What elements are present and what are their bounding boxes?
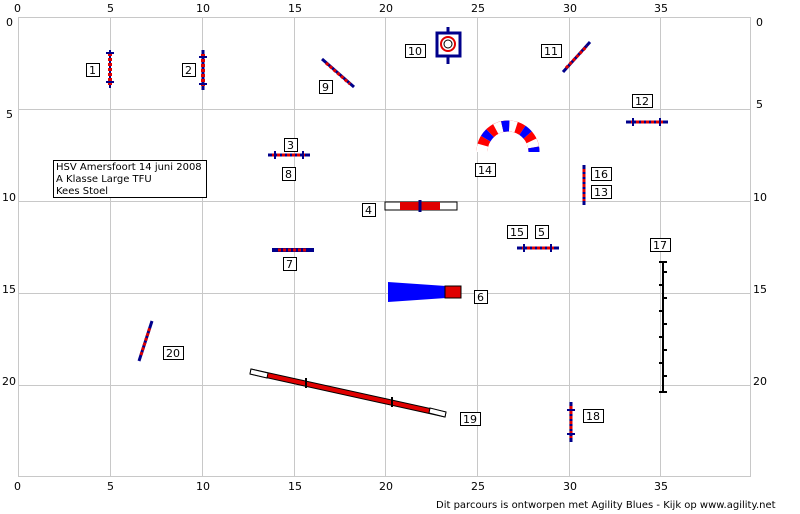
x-tick-bottom-10: 10 — [196, 480, 210, 493]
hurdle-11 — [561, 40, 592, 74]
label-6: 6 — [474, 290, 488, 304]
y-tick-right-10: 10 — [753, 191, 767, 204]
svg-text:17: 17 — [653, 239, 667, 252]
svg-text:18: 18 — [586, 410, 600, 423]
svg-text:15: 15 — [510, 226, 524, 239]
hurdle-12 — [626, 118, 668, 126]
x-tick-bottom-30: 30 — [563, 480, 577, 493]
x-tick-bottom-25: 25 — [471, 480, 485, 493]
x-tick-bottom-35: 35 — [654, 480, 668, 493]
judge-name: Kees Stoel — [56, 186, 109, 197]
y-tick-right-20: 20 — [753, 375, 767, 388]
svg-text:9: 9 — [322, 81, 329, 94]
svg-text:14: 14 — [478, 164, 492, 177]
y-tick-20: 20 — [2, 375, 16, 388]
top-axis-labels: 0 5 10 15 20 25 30 35 — [14, 2, 668, 15]
class-name: A Klasse Large TFU — [56, 174, 152, 185]
label-18: 18 — [583, 409, 604, 423]
hurdle-5-15 — [517, 244, 559, 252]
label-9: 9 — [319, 80, 333, 94]
label-10: 10 — [405, 44, 426, 58]
tire-10 — [435, 27, 462, 64]
x-tick-30: 30 — [563, 2, 577, 15]
label-8: 8 — [282, 167, 296, 181]
label-3: 3 — [284, 138, 298, 152]
label-14: 14 — [475, 163, 496, 177]
course-info-box: HSV Amersfoort 14 juni 2008 A Klasse Lar… — [53, 160, 207, 198]
x-tick-bottom-20: 20 — [379, 480, 393, 493]
label-5: 5 — [535, 225, 549, 239]
label-17: 17 — [650, 238, 671, 252]
obstacle-number-labels: 1 2 3 4 5 6 7 8 9 10 11 12 13 14 15 16 1… — [86, 44, 671, 426]
hurdle-3-8 — [268, 151, 310, 159]
y-tick-15: 15 — [2, 283, 16, 296]
footer-credit: Dit parcours is ontworpen met Agility Bl… — [436, 500, 776, 511]
label-4: 4 — [362, 203, 376, 217]
label-13: 13 — [591, 185, 612, 199]
x-tick-bottom-5: 5 — [107, 480, 114, 493]
y-tick-right-5: 5 — [756, 98, 763, 111]
svg-text:5: 5 — [538, 226, 545, 239]
label-2: 2 — [182, 63, 196, 77]
x-tick-bottom-0: 0 — [14, 480, 21, 493]
svg-text:12: 12 — [635, 95, 649, 108]
svg-text:7: 7 — [286, 258, 293, 271]
x-tick-bottom-15: 15 — [288, 480, 302, 493]
y-tick-right-0: 0 — [756, 16, 763, 29]
left-axis-labels: 0 5 10 15 20 — [2, 16, 16, 388]
label-1: 1 — [86, 63, 100, 77]
svg-text:4: 4 — [365, 204, 372, 217]
svg-text:20: 20 — [166, 347, 180, 360]
x-tick-10: 10 — [196, 2, 210, 15]
svg-text:6: 6 — [477, 291, 484, 304]
hurdle-18 — [567, 402, 575, 442]
arena-grid — [18, 17, 751, 477]
label-16: 16 — [591, 167, 612, 181]
x-tick-0: 0 — [14, 2, 21, 15]
hurdle-20 — [137, 320, 154, 362]
x-tick-25: 25 — [471, 2, 485, 15]
label-11: 11 — [541, 44, 562, 58]
bottom-axis-labels: 0 5 10 15 20 25 30 35 — [14, 480, 668, 493]
svg-text:11: 11 — [544, 45, 558, 58]
right-axis-labels: 0 5 10 15 20 — [753, 16, 767, 388]
hurdle-2 — [199, 50, 207, 90]
tunnel-14 — [476, 120, 540, 153]
svg-text:3: 3 — [287, 139, 294, 152]
svg-text:2: 2 — [185, 64, 192, 77]
x-tick-35: 35 — [654, 2, 668, 15]
dogwalk-19 — [249, 368, 447, 418]
y-tick-5: 5 — [6, 108, 13, 121]
svg-text:8: 8 — [285, 168, 292, 181]
event-title: HSV Amersfoort 14 juni 2008 — [56, 162, 202, 173]
y-tick-10: 10 — [2, 191, 16, 204]
label-20: 20 — [163, 346, 184, 360]
y-tick-0: 0 — [6, 16, 13, 29]
label-12: 12 — [632, 94, 653, 108]
svg-text:13: 13 — [594, 186, 608, 199]
hurdle-9 — [321, 57, 355, 89]
x-tick-20: 20 — [379, 2, 393, 15]
obstacle-4 — [384, 200, 458, 212]
svg-text:16: 16 — [594, 168, 608, 181]
label-19: 19 — [460, 412, 481, 426]
y-tick-right-15: 15 — [753, 283, 767, 296]
svg-text:19: 19 — [463, 413, 477, 426]
svg-text:1: 1 — [89, 64, 96, 77]
label-15: 15 — [507, 225, 528, 239]
x-tick-15: 15 — [288, 2, 302, 15]
label-7: 7 — [283, 257, 297, 271]
svg-text:10: 10 — [408, 45, 422, 58]
hurdle-1 — [106, 50, 114, 88]
weave-poles-17 — [659, 261, 667, 393]
tunnel-6 — [388, 282, 462, 302]
x-tick-5: 5 — [107, 2, 114, 15]
